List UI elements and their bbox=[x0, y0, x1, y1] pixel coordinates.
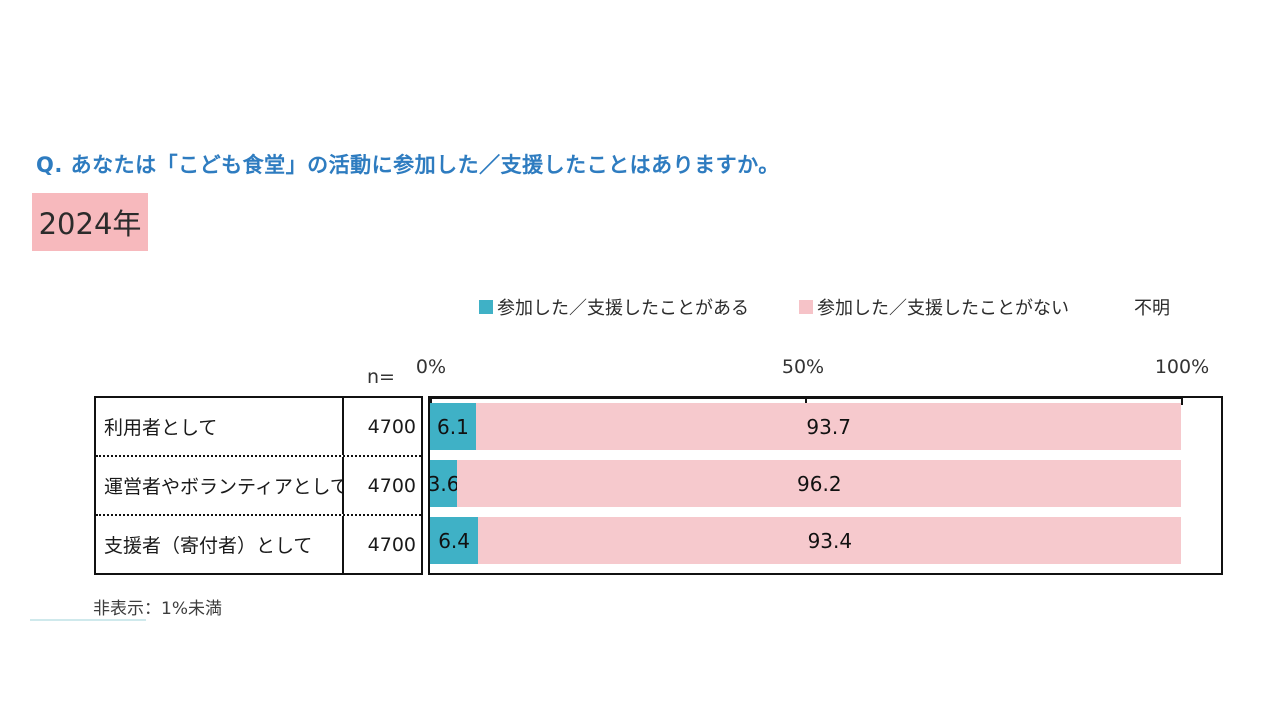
n-equals-label: n= bbox=[367, 366, 395, 388]
axis-line bbox=[428, 396, 1183, 399]
legend-label: 参加した／支援したことがない bbox=[817, 298, 1069, 319]
legend-label: 参加した／支援したことがある bbox=[497, 298, 749, 319]
n-value: 4700 bbox=[342, 516, 421, 573]
legend-item-2: 不明 bbox=[1134, 294, 1170, 320]
table-row: 運営者やボランティアとして 4700 bbox=[96, 455, 421, 514]
question-title: Q. あなたは「こども食堂」の活動に参加した／支援したことはありますか。 bbox=[36, 153, 780, 177]
bar-segment-2 bbox=[1181, 403, 1183, 450]
bar-segment-2 bbox=[1181, 460, 1183, 507]
axis-tick-label-0: 0% bbox=[415, 356, 447, 378]
axis-tick-label-100: 100% bbox=[1154, 356, 1210, 378]
bar-row: 6.4 93.4 bbox=[430, 512, 1183, 569]
category-label: 支援者（寄付者）として bbox=[104, 535, 313, 557]
bar-segment-0: 3.6 bbox=[428, 460, 459, 507]
year-label-badge: 2024年 bbox=[32, 193, 148, 251]
bar-segment-1: 93.4 bbox=[478, 517, 1182, 564]
bar-track: 3.6 96.2 bbox=[428, 460, 1183, 507]
bar-chart-area: 6.1 93.7 3.6 96.2 6.4 93.4 bbox=[428, 396, 1223, 575]
axis-tick-0 bbox=[430, 398, 432, 405]
bar-track: 6.1 93.7 bbox=[430, 403, 1183, 450]
bar-track: 6.4 93.4 bbox=[430, 517, 1183, 564]
legend-swatch-icon bbox=[799, 300, 813, 314]
bar-segment-1: 96.2 bbox=[457, 460, 1182, 507]
axis-tick-50 bbox=[805, 398, 807, 405]
bar-segment-2 bbox=[1181, 517, 1183, 564]
category-label: 運営者やボランティアとして bbox=[104, 476, 342, 498]
n-value: 4700 bbox=[342, 457, 421, 514]
axis-tick-label-50: 50% bbox=[781, 356, 825, 378]
category-label: 利用者として bbox=[104, 417, 218, 439]
bar-segment-1: 93.7 bbox=[475, 403, 1182, 450]
legend-label: 不明 bbox=[1134, 298, 1170, 319]
accent-underline bbox=[30, 619, 146, 621]
footnote: 非表示：1%未満 bbox=[93, 599, 222, 619]
table-row: 支援者（寄付者）として 4700 bbox=[96, 514, 421, 573]
axis-tick-100 bbox=[1181, 398, 1183, 405]
legend-swatch-icon bbox=[479, 300, 493, 314]
bar-segment-0: 6.1 bbox=[430, 403, 476, 450]
legend-item-1: 参加した／支援したことがない bbox=[799, 294, 1069, 320]
bar-row: 3.6 96.2 bbox=[428, 455, 1183, 512]
bar-segment-0: 6.4 bbox=[430, 517, 479, 564]
plot-area: 6.1 93.7 3.6 96.2 6.4 93.4 bbox=[428, 398, 1183, 569]
category-table: 利用者として 4700 運営者やボランティアとして 4700 支援者（寄付者）として 47… bbox=[94, 396, 423, 575]
bar-row: 6.1 93.7 bbox=[430, 398, 1183, 455]
n-value: 4700 bbox=[342, 398, 421, 455]
table-row: 利用者として 4700 bbox=[96, 398, 421, 455]
legend-item-0: 参加した／支援したことがある bbox=[479, 294, 749, 320]
